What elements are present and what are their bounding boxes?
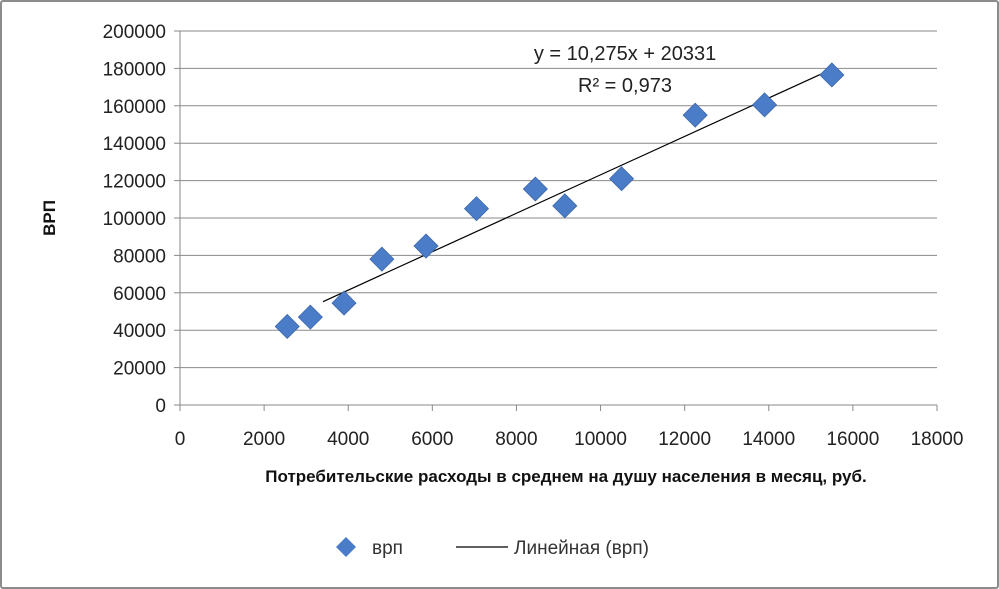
x-tick-labels: 0 2000 4000 6000 8000 10000 12000 14000 16000 180…	[175, 405, 964, 450]
data-point	[819, 62, 845, 88]
x-tick-label: 0	[175, 429, 186, 450]
x-tick-label: 12000	[658, 429, 711, 450]
y-tick-label: 20000	[113, 359, 166, 380]
y-tick-label: 200000	[103, 22, 166, 43]
data-point	[522, 176, 548, 202]
x-tick-label: 10000	[574, 429, 627, 450]
legend-label-series: врп	[372, 538, 403, 559]
data-point	[331, 290, 357, 316]
data-point	[682, 102, 708, 128]
trendline-equation: y = 10,275x + 20331	[534, 43, 716, 65]
y-tick-label: 60000	[113, 284, 166, 305]
x-tick-label: 6000	[411, 429, 453, 450]
y-tick-label: 100000	[103, 209, 166, 230]
x-tick-label: 4000	[327, 429, 369, 450]
x-axis-title: Потребительские расходы в среднем на душ…	[265, 467, 866, 486]
data-point	[609, 166, 635, 192]
trendline	[322, 68, 833, 303]
y-tick-label: 140000	[103, 134, 166, 155]
data-point	[552, 193, 578, 219]
x-tick-label: 2000	[243, 429, 285, 450]
data-point	[274, 313, 300, 340]
data-point	[369, 246, 395, 272]
x-tick-label: 18000	[911, 429, 964, 450]
x-tick-label: 14000	[742, 429, 795, 450]
data-point	[297, 304, 323, 330]
y-tick-labels: 0 20000 40000 60000 80000 100000 120000 140000 1…	[103, 22, 180, 417]
y-tick-label: 160000	[103, 97, 166, 118]
y-tick-label: 80000	[113, 246, 166, 267]
y-axis-title: ВРП	[40, 200, 59, 236]
y-tick-label: 0	[155, 396, 166, 417]
legend-label-trendline: Линейная (врп)	[514, 538, 649, 559]
x-tick-label: 8000	[495, 429, 537, 450]
x-tick-label: 16000	[826, 429, 879, 450]
legend: врп Линейная (врп)	[336, 537, 649, 559]
y-tick-label: 40000	[113, 321, 166, 342]
data-point	[413, 233, 439, 259]
trendline-r-squared: R² = 0,973	[578, 75, 672, 97]
data-point	[752, 92, 778, 118]
data-points	[274, 62, 845, 340]
data-point	[463, 196, 490, 222]
gridlines	[180, 30, 937, 369]
y-tick-label: 180000	[103, 59, 166, 80]
legend-marker-diamond	[336, 537, 356, 557]
y-tick-label: 120000	[103, 172, 166, 193]
